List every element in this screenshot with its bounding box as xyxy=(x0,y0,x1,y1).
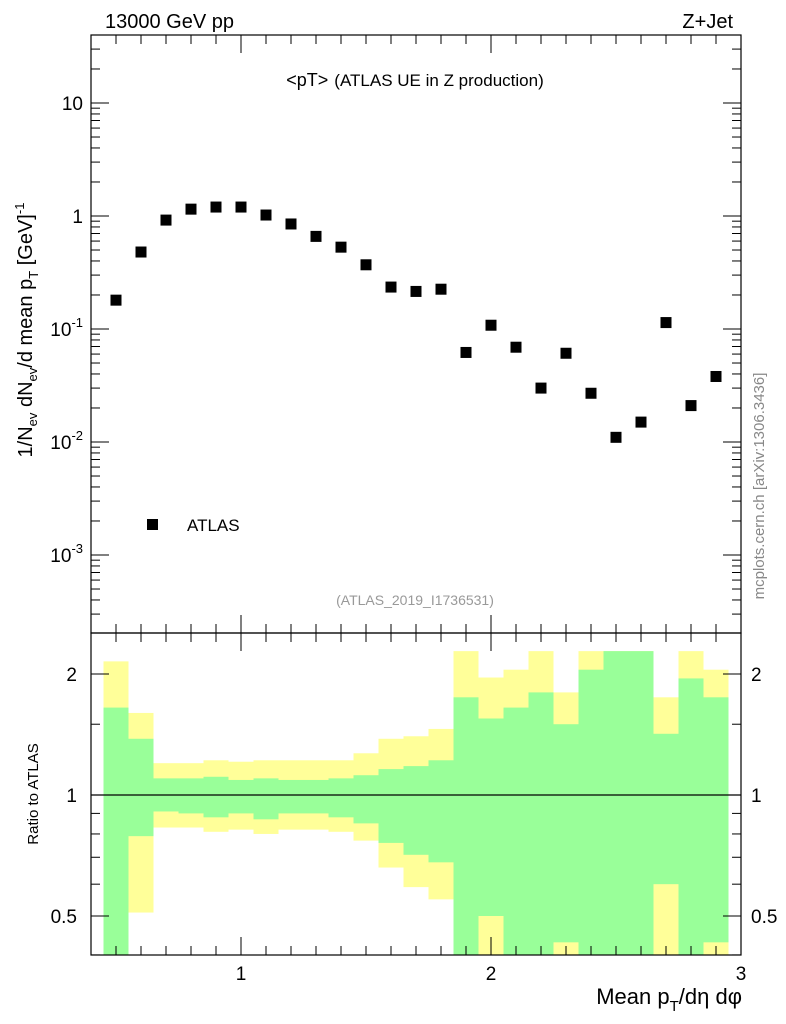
x-tick-label: 2 xyxy=(486,964,497,985)
ratio-band-bin xyxy=(678,678,704,955)
data-point xyxy=(310,230,322,242)
data-point xyxy=(635,416,647,428)
data-point xyxy=(160,214,172,226)
data-point xyxy=(560,347,572,359)
ratio-band-bin xyxy=(128,738,154,837)
ratio-band-bin xyxy=(428,760,454,863)
data-point xyxy=(385,281,397,293)
ratio-plot-ticks: 0.5 0.5 1 1 2 2 1 2 3 xyxy=(51,633,777,985)
data-point xyxy=(135,246,147,258)
ratio-band-bin xyxy=(628,651,654,955)
ratio-band-bin xyxy=(328,778,354,818)
main-plot-frame xyxy=(90,34,742,634)
data-point xyxy=(435,283,447,295)
ratio-band-bin xyxy=(603,651,629,955)
main-plot-ticks: 10-3 10-2 10-1 1 10 xyxy=(50,35,742,633)
data-point xyxy=(210,201,222,213)
ratio-band-bin xyxy=(203,776,229,818)
main-plot-panel: 10-3 10-2 10-1 1 10 <pT> (ATLAS UE in Z produ… xyxy=(12,34,742,634)
ratio-y-tick-label-right: 0.5 xyxy=(751,907,777,928)
data-point xyxy=(535,382,547,394)
ratio-band-bin xyxy=(528,692,554,955)
legend-marker xyxy=(147,519,158,530)
plot-title-sub: (ATLAS UE in Z production) xyxy=(334,71,543,90)
data-point xyxy=(585,387,597,399)
main-y-axis-label: 1/Nev dNev/d mean pT [GeV]-1 xyxy=(12,203,41,458)
data-point xyxy=(360,259,372,271)
y-tick-label: 10 xyxy=(62,94,83,115)
ratio-band-bin xyxy=(303,779,329,814)
y-tick-label: 10-1 xyxy=(50,315,83,341)
ratio-band-bin xyxy=(378,769,404,843)
ratio-band-bin xyxy=(478,718,504,916)
data-point xyxy=(110,294,122,306)
data-point xyxy=(485,319,497,331)
data-point xyxy=(335,241,347,253)
data-point xyxy=(610,431,622,443)
process-label: Z+Jet xyxy=(682,11,733,33)
atlas-data-points xyxy=(110,201,722,443)
ratio-y-tick-label-left: 1 xyxy=(66,786,77,807)
data-point xyxy=(235,201,247,213)
side-note-label: mcplots.cern.ch [arXiv:1306.3436] xyxy=(751,373,768,600)
data-point xyxy=(460,346,472,358)
ratio-band-bin xyxy=(503,707,529,955)
ratio-band-bin xyxy=(228,779,254,814)
y-tick-label: 10-3 xyxy=(50,541,83,567)
data-point xyxy=(410,285,422,297)
data-point xyxy=(660,317,672,329)
ratio-band-bin xyxy=(703,697,729,943)
ratio-panel: 0.5 0.5 1 1 2 2 1 2 3 Ratio to ATLAS xyxy=(25,632,777,985)
ratio-band-bin xyxy=(103,707,129,955)
ratio-band-bin xyxy=(653,733,679,885)
plot-title-main: <pT> xyxy=(286,70,328,90)
ratio-y-tick-label-right: 2 xyxy=(751,665,762,686)
data-point xyxy=(285,218,297,230)
ratio-y-tick-label-left: 2 xyxy=(66,665,77,686)
data-point xyxy=(685,400,697,412)
ratio-band-bin xyxy=(553,724,579,943)
ratio-band-bin xyxy=(253,778,279,820)
ratio-band-bin xyxy=(453,697,479,955)
ratio-bands xyxy=(103,651,729,955)
energy-label: 13000 GeV pp xyxy=(105,11,234,33)
analysis-id-label: (ATLAS_2019_I1736531) xyxy=(336,592,494,608)
y-tick-label: 10-2 xyxy=(50,428,83,454)
data-point xyxy=(710,370,722,382)
data-point xyxy=(185,203,197,215)
ratio-band-bin xyxy=(278,779,304,814)
ratio-y-axis-label: Ratio to ATLAS xyxy=(25,743,42,844)
ratio-band-bin xyxy=(178,778,204,814)
data-point xyxy=(260,209,272,221)
ratio-band-bin xyxy=(578,669,604,955)
ratio-band-bin xyxy=(403,766,429,855)
x-tick-label: 3 xyxy=(736,964,747,985)
ratio-band-bin xyxy=(353,775,379,824)
ratio-y-tick-label-right: 1 xyxy=(751,786,762,807)
plot-title: <pT> (ATLAS UE in Z production) xyxy=(286,70,543,90)
ratio-y-tick-label-left: 0.5 xyxy=(51,907,77,928)
x-tick-label: 1 xyxy=(236,964,247,985)
x-axis-label: Mean pT/dη dφ xyxy=(596,984,742,1015)
y-tick-label: 1 xyxy=(72,207,83,228)
legend-label-atlas: ATLAS xyxy=(187,516,240,535)
data-point xyxy=(510,341,522,353)
